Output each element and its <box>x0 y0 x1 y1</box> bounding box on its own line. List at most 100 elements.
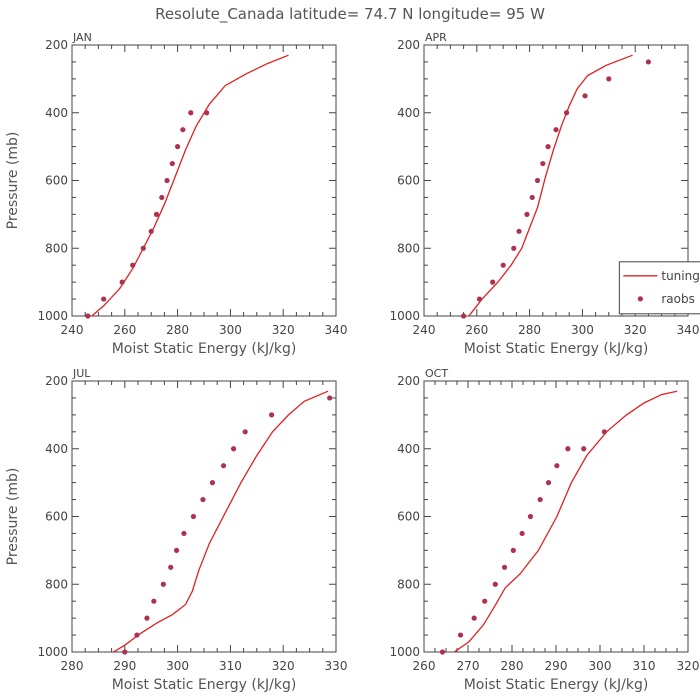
raobs-point <box>500 262 506 268</box>
x-tick-label: 330 <box>325 659 348 673</box>
x-tick-label: 240 <box>413 323 436 337</box>
panel-title: JAN <box>72 31 92 44</box>
raobs-point <box>188 110 194 116</box>
x-tick-label: 280 <box>166 323 189 337</box>
y-tick-label: 200 <box>397 38 420 52</box>
raobs-point <box>209 480 216 486</box>
raobs-point <box>144 615 150 621</box>
raobs-point <box>173 547 180 553</box>
raobs-point <box>471 615 477 621</box>
y-tick-label: 1000 <box>37 309 68 323</box>
y-tick-label: 800 <box>45 577 68 591</box>
x-tick-label: 290 <box>545 659 568 673</box>
x-tick-label: 340 <box>325 323 348 337</box>
raobs-point <box>581 446 587 452</box>
panel-apr: APR 240 260 280 300 320 340 200 400 600 800 1000 Moi… <box>389 31 700 357</box>
raobs-point <box>601 429 608 435</box>
raobs-point <box>439 649 446 655</box>
x-tick-label: 240 <box>61 323 84 337</box>
legend-point-swatch <box>637 296 643 302</box>
raobs-point <box>169 160 175 167</box>
y-tick-label: 1000 <box>389 645 420 659</box>
y-axis-label: Pressure (mb) <box>5 132 21 230</box>
panel-title: OCT <box>425 367 448 380</box>
y-tick-label: 600 <box>397 174 420 188</box>
raobs-point <box>554 463 560 469</box>
raobs-point <box>545 144 551 150</box>
raobs-point <box>327 395 333 401</box>
x-tick-label: 260 <box>113 323 136 337</box>
raobs-point <box>529 194 535 201</box>
raobs-point <box>461 313 467 319</box>
legend-label-model: tuning1 <box>661 269 700 283</box>
raobs-point <box>164 177 170 184</box>
raobs-point <box>645 59 652 65</box>
legend-box <box>618 261 700 315</box>
x-axis-label: Moist Static Energy (kJ/kg) <box>464 341 649 357</box>
y-tick-label: 600 <box>45 174 68 188</box>
x-tick-label: 280 <box>61 659 84 673</box>
x-tick-label: 320 <box>272 659 295 673</box>
x-tick-label: 340 <box>677 323 700 337</box>
raobs-point <box>540 160 546 167</box>
raobs-point <box>200 496 206 503</box>
raobs-point <box>511 245 517 251</box>
raobs-point <box>204 110 210 116</box>
series-line-tuning1 <box>112 390 329 652</box>
series-line-tuning1 <box>90 54 289 316</box>
y-tick-label: 1000 <box>389 309 420 323</box>
y-tick-label: 800 <box>397 577 420 591</box>
panel-oct: OCT 260 270 280 290 300 310 320 200 400 600 800 1000… <box>389 367 699 693</box>
raobs-point <box>553 127 559 133</box>
raobs-point <box>537 496 543 503</box>
raobs-point <box>148 228 154 234</box>
x-tick-label: 260 <box>413 659 436 673</box>
figure-title: Resolute_Canada latitude= 74.7 N longitu… <box>155 5 545 24</box>
x-tick-label: 290 <box>113 659 136 673</box>
raobs-point <box>168 564 174 570</box>
series-line-tuning1 <box>468 54 633 316</box>
panel-title: APR <box>425 31 447 44</box>
x-tick-label: 300 <box>219 323 242 337</box>
raobs-point <box>527 513 534 520</box>
x-tick-label: 320 <box>677 659 700 673</box>
series-line-tuning1 <box>453 390 678 652</box>
raobs-point <box>519 530 525 537</box>
raobs-point <box>582 93 588 99</box>
legend: tuning1 raobs <box>618 261 700 315</box>
y-tick-label: 400 <box>45 106 68 120</box>
raobs-point <box>510 547 516 553</box>
y-tick-label: 200 <box>45 38 68 52</box>
raobs-point <box>153 211 160 217</box>
raobs-point <box>524 211 530 217</box>
raobs-point <box>175 144 181 150</box>
raobs-point <box>122 649 128 655</box>
x-tick-label: 300 <box>166 659 189 673</box>
raobs-point <box>606 76 612 82</box>
x-tick-label: 320 <box>272 323 295 337</box>
x-axis-label: Moist Static Energy (kJ/kg) <box>464 677 649 693</box>
y-tick-label: 400 <box>397 442 420 456</box>
plot-frame <box>71 380 337 653</box>
x-tick-label: 300 <box>571 323 594 337</box>
raobs-point <box>134 632 140 638</box>
raobs-point <box>490 279 496 285</box>
raobs-point <box>242 429 248 435</box>
raobs-point <box>476 296 483 302</box>
y-tick-label: 800 <box>397 241 420 255</box>
legend-label-obs: raobs <box>661 292 695 306</box>
raobs-point <box>492 581 498 587</box>
raobs-point <box>151 598 157 604</box>
panels: JAN 240 260 280 300 320 340 200 400 600 800 1000 Moi… <box>5 31 700 693</box>
raobs-point <box>160 581 166 587</box>
x-tick-label: 320 <box>624 323 647 337</box>
raobs-point <box>119 279 125 285</box>
y-tick-label: 600 <box>45 510 68 524</box>
raobs-point <box>563 110 570 116</box>
panel-title: JUL <box>72 367 91 380</box>
raobs-point <box>190 513 197 520</box>
x-tick-label: 260 <box>465 323 488 337</box>
x-axis-label: Moist Static Energy (kJ/kg) <box>112 341 297 357</box>
y-tick-label: 400 <box>45 442 68 456</box>
